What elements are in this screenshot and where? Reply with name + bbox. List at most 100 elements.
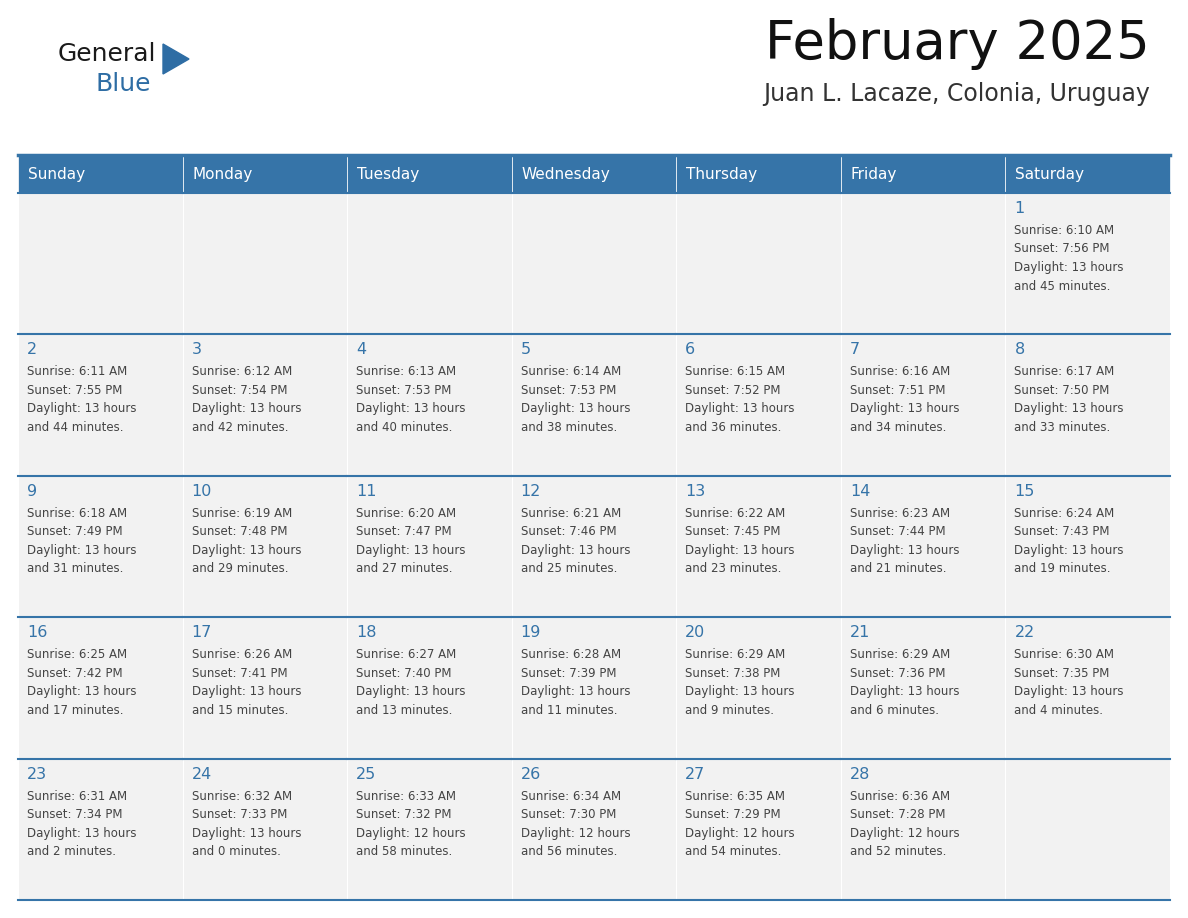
Text: Daylight: 13 hours: Daylight: 13 hours xyxy=(27,402,137,416)
Text: and 9 minutes.: and 9 minutes. xyxy=(685,704,775,717)
Bar xyxy=(841,758,1005,900)
Bar xyxy=(676,758,841,900)
Text: Sunset: 7:30 PM: Sunset: 7:30 PM xyxy=(520,808,617,821)
Text: 10: 10 xyxy=(191,484,211,498)
Text: 7: 7 xyxy=(849,342,860,357)
Text: Sunset: 7:40 PM: Sunset: 7:40 PM xyxy=(356,666,451,679)
Bar xyxy=(512,334,676,476)
Text: Daylight: 13 hours: Daylight: 13 hours xyxy=(520,402,630,416)
Text: Daylight: 13 hours: Daylight: 13 hours xyxy=(27,685,137,699)
Text: Sunrise: 6:29 AM: Sunrise: 6:29 AM xyxy=(685,648,785,661)
Bar xyxy=(183,617,347,758)
Text: Sunset: 7:45 PM: Sunset: 7:45 PM xyxy=(685,525,781,538)
Text: and 13 minutes.: and 13 minutes. xyxy=(356,704,453,717)
Text: Sunset: 7:51 PM: Sunset: 7:51 PM xyxy=(849,384,946,397)
Bar xyxy=(1005,476,1170,617)
Text: Daylight: 12 hours: Daylight: 12 hours xyxy=(520,826,631,840)
Bar xyxy=(841,155,1005,193)
Bar xyxy=(1005,617,1170,758)
Text: Saturday: Saturday xyxy=(1016,166,1085,182)
Bar xyxy=(512,476,676,617)
Text: 3: 3 xyxy=(191,342,202,357)
Text: Daylight: 13 hours: Daylight: 13 hours xyxy=(356,402,466,416)
Text: Sunrise: 6:24 AM: Sunrise: 6:24 AM xyxy=(1015,507,1114,520)
Text: February 2025: February 2025 xyxy=(765,18,1150,70)
Polygon shape xyxy=(163,44,189,74)
Text: Sunset: 7:47 PM: Sunset: 7:47 PM xyxy=(356,525,451,538)
Text: Daylight: 13 hours: Daylight: 13 hours xyxy=(1015,261,1124,274)
Text: Daylight: 13 hours: Daylight: 13 hours xyxy=(191,685,301,699)
Text: 5: 5 xyxy=(520,342,531,357)
Bar xyxy=(1005,758,1170,900)
Bar xyxy=(18,334,183,476)
Text: Sunrise: 6:26 AM: Sunrise: 6:26 AM xyxy=(191,648,292,661)
Text: Sunset: 7:54 PM: Sunset: 7:54 PM xyxy=(191,384,287,397)
Text: Monday: Monday xyxy=(192,166,253,182)
Text: and 4 minutes.: and 4 minutes. xyxy=(1015,704,1104,717)
Text: Daylight: 12 hours: Daylight: 12 hours xyxy=(685,826,795,840)
Text: Sunrise: 6:33 AM: Sunrise: 6:33 AM xyxy=(356,789,456,802)
Text: 14: 14 xyxy=(849,484,871,498)
Bar xyxy=(347,758,512,900)
Text: Sunset: 7:52 PM: Sunset: 7:52 PM xyxy=(685,384,781,397)
Text: 17: 17 xyxy=(191,625,211,640)
Text: Daylight: 13 hours: Daylight: 13 hours xyxy=(356,543,466,557)
Text: Daylight: 13 hours: Daylight: 13 hours xyxy=(191,543,301,557)
Bar xyxy=(841,334,1005,476)
Text: Sunset: 7:48 PM: Sunset: 7:48 PM xyxy=(191,525,287,538)
Text: and 25 minutes.: and 25 minutes. xyxy=(520,563,617,576)
Bar xyxy=(676,155,841,193)
Text: Daylight: 12 hours: Daylight: 12 hours xyxy=(849,826,960,840)
Text: Sunday: Sunday xyxy=(29,166,86,182)
Bar xyxy=(183,758,347,900)
Bar xyxy=(512,155,676,193)
Bar xyxy=(512,758,676,900)
Text: Sunset: 7:35 PM: Sunset: 7:35 PM xyxy=(1015,666,1110,679)
Text: and 31 minutes.: and 31 minutes. xyxy=(27,563,124,576)
Text: Wednesday: Wednesday xyxy=(522,166,611,182)
Text: Sunset: 7:56 PM: Sunset: 7:56 PM xyxy=(1015,242,1110,255)
Text: General: General xyxy=(58,42,157,66)
Text: Daylight: 13 hours: Daylight: 13 hours xyxy=(191,402,301,416)
Text: 9: 9 xyxy=(27,484,37,498)
Text: 24: 24 xyxy=(191,767,211,781)
Text: Sunrise: 6:18 AM: Sunrise: 6:18 AM xyxy=(27,507,127,520)
Text: and 45 minutes.: and 45 minutes. xyxy=(1015,279,1111,293)
Text: 4: 4 xyxy=(356,342,366,357)
Text: Sunrise: 6:23 AM: Sunrise: 6:23 AM xyxy=(849,507,950,520)
Text: and 33 minutes.: and 33 minutes. xyxy=(1015,420,1111,434)
Text: Sunrise: 6:17 AM: Sunrise: 6:17 AM xyxy=(1015,365,1114,378)
Text: Sunrise: 6:25 AM: Sunrise: 6:25 AM xyxy=(27,648,127,661)
Text: and 29 minutes.: and 29 minutes. xyxy=(191,563,287,576)
Text: 6: 6 xyxy=(685,342,695,357)
Text: Daylight: 13 hours: Daylight: 13 hours xyxy=(1015,543,1124,557)
Bar xyxy=(347,155,512,193)
Text: and 6 minutes.: and 6 minutes. xyxy=(849,704,939,717)
Text: 28: 28 xyxy=(849,767,871,781)
Text: Sunrise: 6:10 AM: Sunrise: 6:10 AM xyxy=(1015,224,1114,237)
Bar xyxy=(347,617,512,758)
Text: Sunset: 7:55 PM: Sunset: 7:55 PM xyxy=(27,384,122,397)
Text: and 40 minutes.: and 40 minutes. xyxy=(356,420,453,434)
Text: and 38 minutes.: and 38 minutes. xyxy=(520,420,617,434)
Text: Sunrise: 6:30 AM: Sunrise: 6:30 AM xyxy=(1015,648,1114,661)
Text: Sunset: 7:42 PM: Sunset: 7:42 PM xyxy=(27,666,122,679)
Text: Sunset: 7:29 PM: Sunset: 7:29 PM xyxy=(685,808,781,821)
Text: Thursday: Thursday xyxy=(687,166,758,182)
Bar xyxy=(18,617,183,758)
Text: Daylight: 13 hours: Daylight: 13 hours xyxy=(27,826,137,840)
Text: Sunrise: 6:22 AM: Sunrise: 6:22 AM xyxy=(685,507,785,520)
Text: Friday: Friday xyxy=(851,166,897,182)
Text: Daylight: 13 hours: Daylight: 13 hours xyxy=(849,543,960,557)
Text: Sunset: 7:41 PM: Sunset: 7:41 PM xyxy=(191,666,287,679)
Bar xyxy=(183,334,347,476)
Text: Sunrise: 6:29 AM: Sunrise: 6:29 AM xyxy=(849,648,950,661)
Text: Daylight: 13 hours: Daylight: 13 hours xyxy=(849,402,960,416)
Bar xyxy=(676,193,841,334)
Bar xyxy=(18,476,183,617)
Text: and 42 minutes.: and 42 minutes. xyxy=(191,420,287,434)
Bar xyxy=(183,476,347,617)
Text: 20: 20 xyxy=(685,625,706,640)
Text: Daylight: 13 hours: Daylight: 13 hours xyxy=(685,543,795,557)
Text: and 52 minutes.: and 52 minutes. xyxy=(849,845,946,858)
